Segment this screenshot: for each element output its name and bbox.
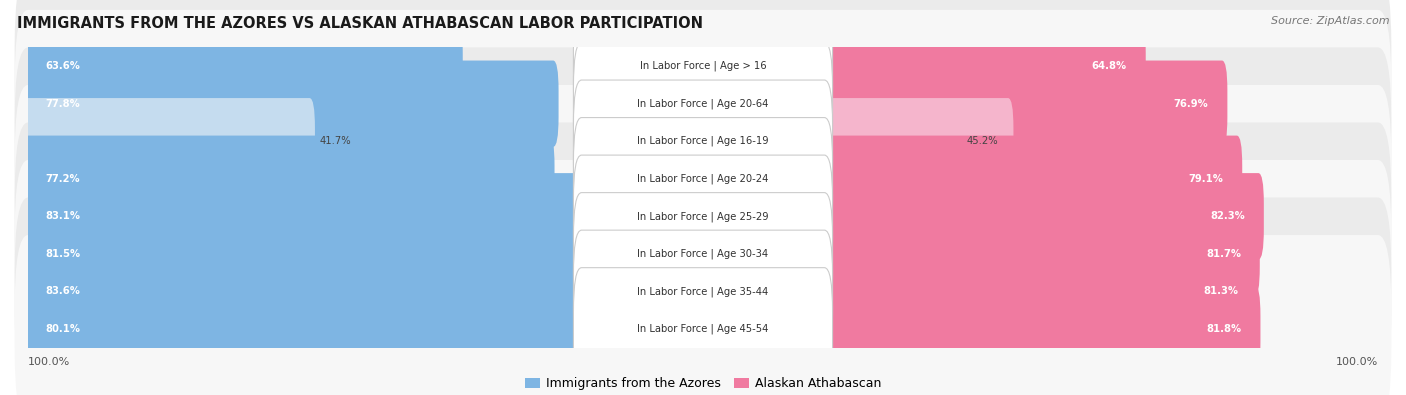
Text: 80.1%: 80.1% (45, 324, 80, 334)
FancyBboxPatch shape (574, 230, 832, 352)
FancyBboxPatch shape (14, 0, 1392, 160)
FancyBboxPatch shape (574, 43, 832, 165)
Text: 77.8%: 77.8% (45, 99, 80, 109)
FancyBboxPatch shape (697, 60, 1227, 147)
Text: Source: ZipAtlas.com: Source: ZipAtlas.com (1271, 16, 1389, 26)
Text: In Labor Force | Age 20-64: In Labor Force | Age 20-64 (637, 98, 769, 109)
Text: 83.1%: 83.1% (45, 211, 80, 221)
FancyBboxPatch shape (697, 23, 1146, 109)
Text: 41.7%: 41.7% (319, 136, 352, 146)
FancyBboxPatch shape (697, 211, 1260, 297)
FancyBboxPatch shape (574, 80, 832, 202)
Text: 81.8%: 81.8% (1206, 324, 1241, 334)
Legend: Immigrants from the Azores, Alaskan Athabascan: Immigrants from the Azores, Alaskan Atha… (520, 372, 886, 395)
FancyBboxPatch shape (697, 173, 1264, 260)
FancyBboxPatch shape (14, 10, 1392, 198)
Text: In Labor Force | Age 45-54: In Labor Force | Age 45-54 (637, 324, 769, 334)
Text: In Labor Force | Age 30-34: In Labor Force | Age 30-34 (637, 248, 769, 259)
FancyBboxPatch shape (697, 286, 1260, 372)
FancyBboxPatch shape (697, 135, 1243, 222)
FancyBboxPatch shape (574, 193, 832, 315)
Text: In Labor Force | Age 35-44: In Labor Force | Age 35-44 (637, 286, 769, 297)
Text: In Labor Force | Age 20-24: In Labor Force | Age 20-24 (637, 173, 769, 184)
FancyBboxPatch shape (22, 135, 554, 222)
Text: In Labor Force | Age > 16: In Labor Force | Age > 16 (640, 61, 766, 71)
Text: 100.0%: 100.0% (1336, 357, 1378, 367)
FancyBboxPatch shape (22, 211, 583, 297)
FancyBboxPatch shape (574, 5, 832, 127)
Text: In Labor Force | Age 25-29: In Labor Force | Age 25-29 (637, 211, 769, 222)
FancyBboxPatch shape (14, 160, 1392, 348)
Text: 76.9%: 76.9% (1174, 99, 1209, 109)
Text: IMMIGRANTS FROM THE AZORES VS ALASKAN ATHABASCAN LABOR PARTICIPATION: IMMIGRANTS FROM THE AZORES VS ALASKAN AT… (17, 16, 703, 31)
Text: 79.1%: 79.1% (1188, 174, 1223, 184)
FancyBboxPatch shape (697, 248, 1257, 335)
FancyBboxPatch shape (22, 173, 595, 260)
FancyBboxPatch shape (22, 98, 315, 184)
FancyBboxPatch shape (14, 122, 1392, 310)
FancyBboxPatch shape (14, 47, 1392, 235)
FancyBboxPatch shape (14, 85, 1392, 273)
FancyBboxPatch shape (14, 198, 1392, 385)
FancyBboxPatch shape (22, 60, 558, 147)
Text: 45.2%: 45.2% (966, 136, 998, 146)
Text: 81.3%: 81.3% (1204, 286, 1239, 296)
Text: 82.3%: 82.3% (1211, 211, 1244, 221)
FancyBboxPatch shape (697, 98, 1014, 184)
Text: 83.6%: 83.6% (45, 286, 80, 296)
FancyBboxPatch shape (22, 248, 598, 335)
FancyBboxPatch shape (574, 268, 832, 390)
FancyBboxPatch shape (574, 155, 832, 277)
Text: In Labor Force | Age 16-19: In Labor Force | Age 16-19 (637, 136, 769, 147)
Text: 81.7%: 81.7% (1206, 249, 1241, 259)
Text: 63.6%: 63.6% (45, 61, 80, 71)
Text: 64.8%: 64.8% (1091, 61, 1126, 71)
Text: 81.5%: 81.5% (45, 249, 80, 259)
Text: 77.2%: 77.2% (45, 174, 80, 184)
FancyBboxPatch shape (22, 23, 463, 109)
FancyBboxPatch shape (22, 286, 574, 372)
FancyBboxPatch shape (574, 118, 832, 240)
Text: 100.0%: 100.0% (28, 357, 70, 367)
FancyBboxPatch shape (14, 235, 1392, 395)
